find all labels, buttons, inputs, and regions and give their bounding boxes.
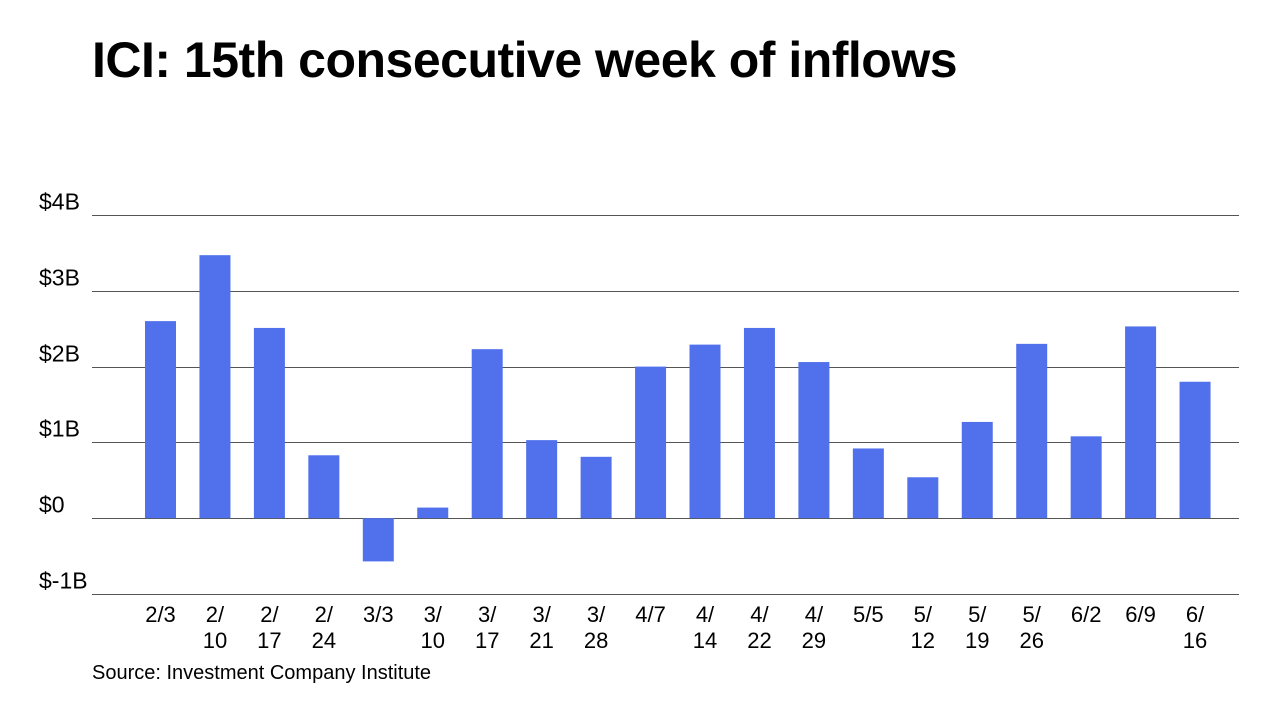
x-tick-label: 28 [584,628,608,653]
x-tick-label: 19 [965,628,989,653]
x-tick-label: 17 [475,628,499,653]
x-tick-label: 3/ [587,602,606,627]
bar [471,349,503,519]
x-tick-label: 14 [693,628,717,653]
y-axis-tick-labels: $4B $3B $2B $1B $0 $-1B [39,189,88,594]
y-tick-label: $2B [39,341,80,367]
x-tick-label: 29 [802,628,826,653]
x-tick-label: 3/3 [363,602,394,627]
x-tick-label: 2/ [315,602,334,627]
page-title: ICI: 15th consecutive week of inflows [92,32,958,88]
x-tick-label: 3/ [532,602,551,627]
y-tick-label: $1B [39,416,80,442]
x-tick-label: 4/ [750,602,769,627]
bar [798,362,830,519]
x-tick-label: 26 [1019,628,1043,653]
y-tick-label: $0 [39,492,65,518]
x-tick-label: 2/ [206,602,225,627]
x-tick-label: 6/ [1186,602,1205,627]
x-tick-label: 17 [257,628,281,653]
x-tick-label: 4/7 [635,602,666,627]
bar [743,327,775,519]
x-tick-label: 5/5 [853,602,884,627]
x-tick-label: 21 [529,628,553,653]
bar [852,448,884,519]
bar [689,344,721,519]
x-tick-label: 4/ [805,602,824,627]
bar [417,507,449,519]
bar [1179,381,1211,519]
x-tick-label: 12 [911,628,935,653]
y-tick-label: $-1B [39,568,88,594]
bar [199,255,231,519]
bar [253,327,285,519]
y-tick-label: $3B [39,265,80,291]
x-tick-label: 24 [312,628,336,653]
bar [635,366,667,519]
y-tick-label: $4B [39,189,80,215]
bar [1125,326,1157,519]
x-tick-label: 5/ [1023,602,1042,627]
x-tick-label: 10 [203,628,227,653]
bar [1070,436,1102,519]
x-tick-label: 2/3 [145,602,176,627]
bar [580,456,612,519]
bar [961,421,993,519]
x-tick-label: 5/ [914,602,933,627]
bar [145,321,176,519]
bar [308,455,340,519]
x-tick-label: 6/9 [1125,602,1156,627]
x-tick-label: 16 [1183,628,1207,653]
x-tick-label: 10 [421,628,445,653]
bar [907,477,939,519]
source-note: Source: Investment Company Institute [92,662,432,684]
x-tick-label: 22 [747,628,771,653]
x-tick-label: 3/ [424,602,443,627]
bar [526,440,558,519]
x-tick-label: 4/ [696,602,715,627]
x-tick-label: 3/ [478,602,497,627]
x-tick-label: 6/2 [1071,602,1102,627]
bar [362,518,394,562]
bars [145,255,1211,562]
bar [1016,343,1048,519]
x-axis-tick-labels: 2/3 2/102/172/243/3 3/103/173/213/284/7 4/1… [145,602,1207,653]
x-tick-label: 2/ [260,602,279,627]
x-tick-label: 5/ [968,602,987,627]
